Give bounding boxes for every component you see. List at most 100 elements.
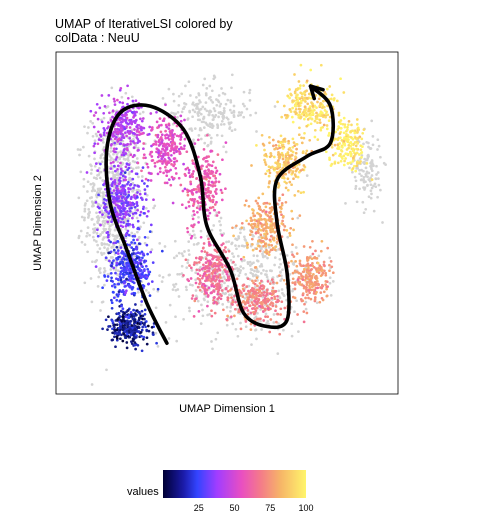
- data-point: [82, 145, 85, 149]
- data-point: [302, 267, 306, 271]
- data-point: [221, 91, 225, 95]
- data-point: [196, 155, 200, 159]
- data-point: [109, 250, 113, 254]
- data-point: [218, 268, 222, 272]
- data-point: [154, 140, 158, 144]
- data-point: [265, 249, 268, 252]
- data-point: [127, 264, 130, 268]
- data-point: [199, 235, 203, 239]
- data-point: [97, 269, 101, 272]
- data-point: [110, 194, 113, 198]
- data-point: [308, 245, 312, 249]
- data-point: [219, 276, 222, 279]
- data-point: [83, 125, 86, 129]
- data-point: [300, 264, 304, 268]
- data-point: [86, 131, 89, 135]
- data-point: [203, 172, 207, 175]
- data-point: [89, 277, 93, 280]
- data-point: [168, 303, 172, 307]
- data-point: [312, 108, 316, 112]
- data-point: [153, 165, 157, 168]
- data-point: [251, 211, 255, 215]
- data-point: [188, 110, 192, 114]
- data-point: [182, 274, 185, 277]
- data-point: [277, 155, 281, 159]
- data-point: [144, 264, 148, 268]
- data-point: [120, 209, 123, 213]
- data-point: [109, 158, 112, 162]
- data-point: [119, 322, 122, 326]
- data-point: [286, 188, 290, 192]
- data-point: [330, 162, 334, 166]
- data-point: [111, 319, 114, 323]
- data-point: [123, 215, 126, 219]
- data-point: [111, 135, 115, 138]
- data-point: [312, 256, 316, 260]
- data-point: [119, 138, 123, 142]
- data-point: [137, 166, 140, 169]
- data-point: [136, 191, 139, 194]
- data-point: [296, 99, 300, 103]
- data-point: [96, 202, 100, 206]
- data-point: [260, 279, 263, 283]
- data-point: [145, 275, 149, 279]
- data-point: [90, 300, 94, 304]
- data-point: [129, 166, 133, 170]
- data-point: [280, 203, 284, 207]
- data-point: [171, 139, 175, 143]
- data-point: [310, 101, 313, 104]
- data-point: [116, 294, 120, 298]
- data-point: [107, 325, 110, 328]
- data-point: [208, 259, 212, 263]
- data-point: [241, 102, 245, 106]
- data-point: [200, 249, 204, 253]
- data-point: [172, 148, 176, 152]
- data-point: [277, 159, 280, 162]
- data-point: [135, 136, 139, 139]
- data-point: [130, 246, 134, 249]
- data-point: [122, 153, 126, 157]
- data-point: [273, 166, 277, 170]
- data-point: [370, 164, 373, 168]
- data-point: [252, 291, 256, 295]
- data-point: [130, 324, 134, 327]
- data-point: [255, 225, 259, 229]
- data-point: [187, 249, 191, 252]
- data-point: [297, 107, 301, 111]
- data-point: [103, 246, 106, 249]
- data-point: [253, 307, 257, 311]
- data-point: [179, 146, 183, 149]
- data-point: [253, 218, 256, 222]
- data-point: [126, 229, 130, 233]
- data-point: [207, 97, 211, 100]
- data-point: [178, 272, 181, 276]
- data-point: [310, 117, 314, 121]
- data-point: [239, 265, 243, 268]
- data-point: [290, 153, 294, 157]
- data-point: [208, 242, 211, 246]
- data-point: [186, 193, 190, 197]
- data-point: [147, 270, 150, 274]
- data-point: [210, 314, 214, 318]
- data-point: [382, 161, 386, 165]
- data-point: [240, 111, 244, 114]
- data-point: [256, 279, 259, 282]
- data-point: [124, 322, 128, 325]
- data-point: [132, 214, 135, 218]
- data-point: [123, 171, 127, 174]
- data-point: [306, 118, 310, 121]
- data-point: [194, 188, 198, 191]
- data-point: [94, 259, 98, 263]
- data-point: [120, 251, 123, 255]
- data-point: [145, 328, 149, 332]
- data-point: [248, 278, 252, 281]
- data-point: [108, 259, 111, 263]
- data-point: [165, 181, 169, 185]
- data-point: [140, 250, 144, 254]
- data-point: [270, 230, 274, 234]
- data-point: [149, 223, 153, 227]
- data-point: [131, 276, 134, 280]
- data-point: [115, 245, 119, 249]
- data-point: [95, 211, 98, 215]
- data-point: [136, 196, 139, 199]
